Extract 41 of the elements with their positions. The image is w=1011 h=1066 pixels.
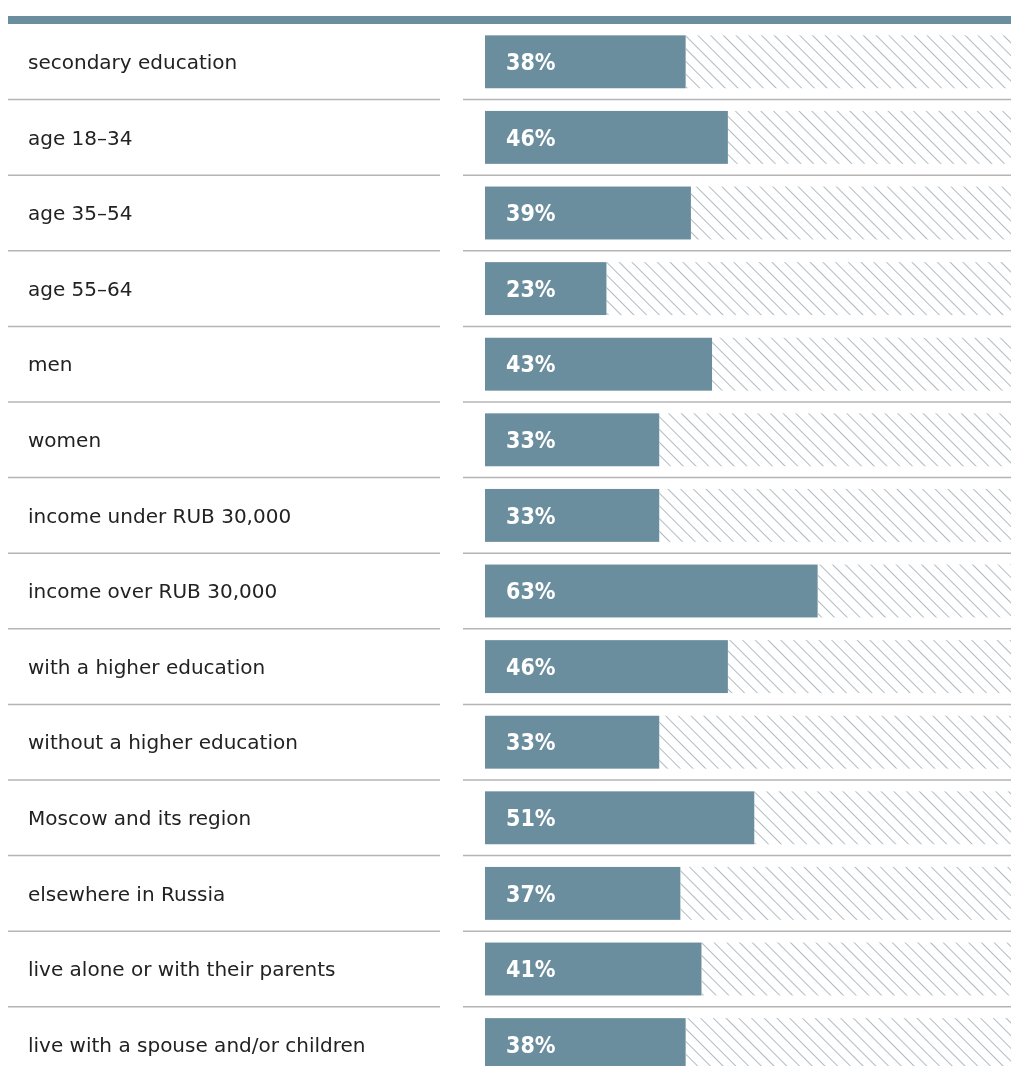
bar bbox=[485, 488, 660, 542]
bar bbox=[485, 35, 686, 89]
y-tick-label: without a higher education bbox=[28, 730, 298, 755]
data-label: 41% bbox=[506, 956, 556, 983]
bar bbox=[485, 791, 755, 845]
data-label: 46% bbox=[506, 653, 556, 680]
y-tick-label: income under RUB 30,000 bbox=[28, 503, 292, 528]
data-label: 33% bbox=[506, 729, 556, 756]
y-tick-label: live with a spouse and/or children bbox=[28, 1032, 366, 1057]
bar bbox=[485, 186, 691, 240]
y-tick-label: income over RUB 30,000 bbox=[28, 579, 278, 604]
data-label: 46% bbox=[506, 124, 556, 151]
y-tick-label: live alone or with their parents bbox=[28, 957, 336, 982]
data-label: 39% bbox=[506, 200, 556, 227]
data-label: 33% bbox=[506, 502, 556, 529]
y-tick-label: elsewhere in Russia bbox=[28, 881, 226, 906]
y-tick-label: women bbox=[28, 428, 102, 452]
bar bbox=[485, 262, 607, 316]
data-label: 38% bbox=[506, 1031, 556, 1058]
bar bbox=[485, 413, 660, 467]
data-label: 51% bbox=[506, 805, 556, 832]
bar bbox=[485, 110, 728, 164]
data-label: 33% bbox=[506, 427, 556, 454]
bar bbox=[485, 715, 660, 769]
bar bbox=[485, 640, 728, 694]
y-tick-label: age 35–54 bbox=[28, 201, 133, 226]
y-tick-label: Moscow and its region bbox=[28, 806, 252, 830]
bar bbox=[485, 337, 713, 391]
data-label: 37% bbox=[506, 880, 556, 907]
bar bbox=[485, 942, 702, 996]
y-tick-label: men bbox=[28, 352, 73, 377]
data-label: 38% bbox=[506, 49, 556, 76]
bar bbox=[485, 866, 681, 920]
y-tick-label: secondary education bbox=[28, 50, 238, 74]
data-label: 43% bbox=[506, 351, 556, 378]
data-label: 63% bbox=[506, 578, 556, 605]
y-tick-label: with a higher education bbox=[28, 654, 266, 679]
y-tick-label: age 18–34 bbox=[28, 125, 133, 150]
bar bbox=[485, 564, 818, 618]
data-label: 23% bbox=[506, 275, 556, 302]
y-tick-label: age 55–64 bbox=[28, 276, 133, 301]
